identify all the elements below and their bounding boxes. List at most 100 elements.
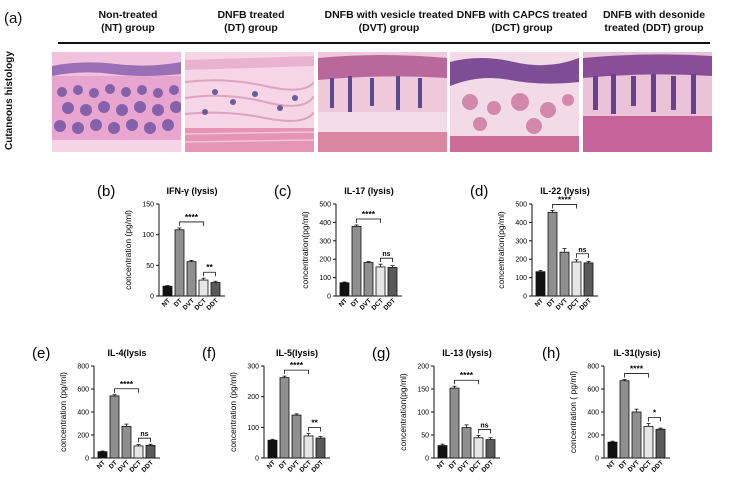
panel-label: (b)	[97, 183, 115, 200]
group-header-line2: (NT) group	[101, 22, 155, 34]
x-tick-label: NT	[338, 297, 349, 308]
significance-label: ns	[578, 247, 586, 254]
significance-label: ****	[290, 360, 304, 370]
group-header-nt: Non-treated (NT) group	[60, 9, 196, 35]
x-tick-label: DT	[108, 459, 119, 470]
significance-bracket	[576, 253, 589, 258]
bar-dt	[279, 377, 290, 459]
y-axis-label: concentration (pg/ml)	[228, 372, 238, 452]
y-axis-label: concentration(pg/ml)	[496, 211, 506, 289]
significance-label: ****	[630, 364, 644, 374]
x-tick-label: DCT	[194, 297, 208, 311]
group-header-ddt: DNFB with desonide treated (DDT) group	[580, 9, 728, 35]
panel-label: (h)	[542, 345, 560, 362]
histology-image-dvt	[318, 52, 447, 152]
y-tick-label: 400	[77, 410, 89, 417]
y-tick-label: 50	[421, 433, 429, 440]
y-tick-label: 100	[515, 275, 527, 282]
y-tick-label: 200	[417, 364, 429, 371]
group-header-line2: (DCT) group	[491, 22, 553, 34]
bar-dct	[643, 425, 654, 459]
significance-label: ****	[185, 212, 199, 222]
x-tick-label: NT	[606, 459, 617, 470]
y-tick-label: 300	[319, 238, 331, 245]
y-tick-label: 100	[319, 275, 331, 282]
x-tick-label: DDT	[206, 297, 220, 311]
y-axis-label: concentration ( pg/ml)	[568, 371, 578, 453]
x-tick-label: DCT	[639, 459, 653, 473]
bar-dvt	[121, 425, 132, 459]
chart-e: (e) IL-4(lysis concentration (pg/ml) 0 200 40…	[32, 345, 160, 474]
y-tick-label: 600	[587, 387, 599, 394]
y-tick-label: 100	[417, 410, 429, 417]
bar-nt	[535, 271, 546, 297]
bar-dvt	[559, 251, 570, 297]
x-tick-label: NT	[161, 297, 172, 308]
bar-nt	[97, 451, 108, 459]
x-tick-label: DDT	[383, 297, 397, 311]
chart-title: IL-13 (lysis)	[442, 348, 492, 358]
x-tick-label: DDT	[311, 459, 325, 473]
x-tick-label: DT	[448, 459, 459, 470]
y-tick-label: 150	[142, 202, 154, 209]
significance-label: ****	[362, 209, 376, 219]
bar-ddt	[315, 437, 326, 459]
x-tick-label: DCT	[567, 297, 581, 311]
y-tick-label: 0	[255, 456, 259, 463]
y-tick-label: 300	[515, 238, 527, 245]
bar-dvt	[461, 427, 472, 459]
group-header-line1: DNFB with CAPCS treated	[456, 9, 588, 21]
group-header-line2: treated (DDT) group	[604, 22, 704, 34]
bar-dt	[174, 229, 185, 297]
group-header-dvt: DNFB with vesicle treated (DVT) group	[315, 9, 463, 35]
significance-label: ****	[558, 194, 572, 204]
x-tick-label: DCT	[371, 297, 385, 311]
significance-label: ****	[460, 370, 474, 380]
group-header-line1: DNFB with vesicle treated	[324, 9, 454, 21]
x-tick-label: DDT	[651, 459, 665, 473]
histology-image-nt	[52, 52, 181, 152]
y-tick-label: 0	[85, 456, 89, 463]
y-tick-label: 200	[587, 433, 599, 440]
bar-dct	[303, 435, 314, 459]
bar-dvt	[186, 261, 197, 297]
x-tick-label: DT	[278, 459, 289, 470]
y-tick-label: 0	[150, 294, 154, 301]
bar-ddt	[387, 267, 398, 297]
group-header-line2: (DT) group	[224, 22, 278, 34]
y-tick-label: 400	[319, 220, 331, 227]
y-tick-label: 200	[515, 257, 527, 264]
y-tick-label: 200	[247, 394, 259, 401]
y-axis-label: concentration(pg/ml)	[300, 211, 310, 289]
bar-nt	[339, 282, 350, 297]
x-tick-label: DDT	[579, 297, 593, 311]
significance-bracket	[114, 388, 139, 393]
x-tick-label: DCT	[299, 459, 313, 473]
histology-image-ddt	[583, 52, 712, 152]
y-axis-label: concentration (pg/ml)	[123, 210, 133, 290]
panel-label: (f)	[202, 345, 216, 362]
bar-dt	[449, 387, 460, 459]
x-tick-label: DVT	[555, 297, 569, 311]
group-header-line1: DNFB with desonide	[602, 9, 706, 21]
bar-ddt	[145, 444, 156, 459]
chart-f: (f) IL-5(lysis) concentration (pg/ml) 0 100 2…	[202, 345, 330, 474]
panel-label: (c)	[274, 183, 292, 200]
group-header-dt: DNFB treated (DT) group	[183, 9, 319, 35]
panel-label: (d)	[470, 183, 488, 200]
bar-nt	[162, 285, 173, 297]
significance-bracket	[552, 204, 577, 209]
y-tick-label: 200	[319, 257, 331, 264]
y-axis-label: concentration (pg/ml)	[58, 372, 68, 452]
x-tick-label: NT	[266, 459, 277, 470]
panel-label: (e)	[32, 345, 50, 362]
bar-dt	[109, 395, 120, 459]
significance-bracket	[356, 218, 381, 223]
bar-dvt	[291, 414, 302, 459]
x-tick-label: DCT	[469, 459, 483, 473]
chart-g: (g) IL-13 (lysis) concentration(pg/ml) 0 50 1…	[372, 345, 500, 474]
x-tick-label: DT	[546, 297, 557, 308]
group-header-line1: DNFB treated	[217, 9, 285, 21]
bar-nt	[437, 445, 448, 459]
x-tick-label: DVT	[182, 297, 196, 311]
